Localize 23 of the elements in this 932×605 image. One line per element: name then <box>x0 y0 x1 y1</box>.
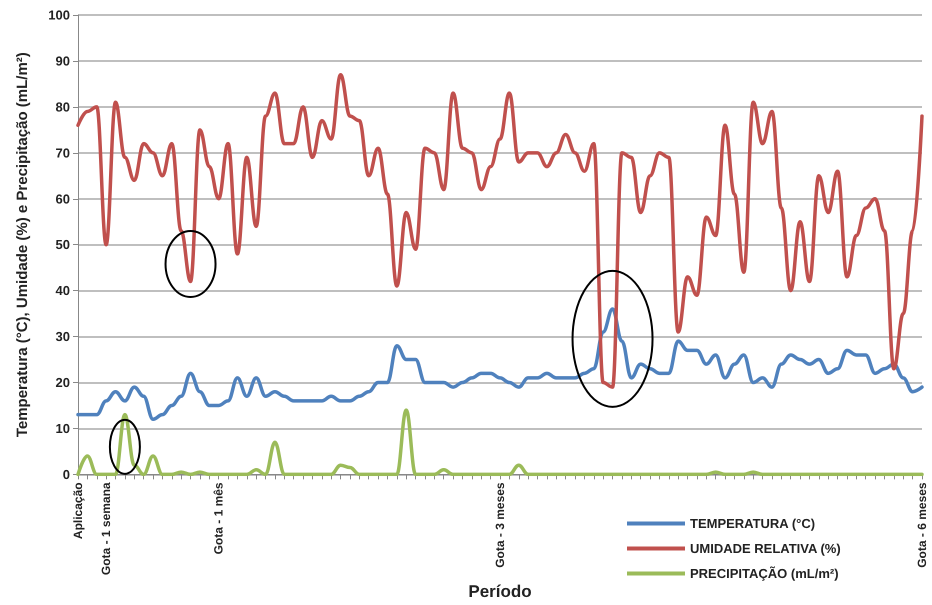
y-tick-label: 20 <box>56 375 70 390</box>
x-tick-label: Gota - 3 meses <box>493 482 507 568</box>
y-tick-label: 40 <box>56 283 70 298</box>
x-tick-label: Aplicação <box>71 482 85 540</box>
y-tick-label: 100 <box>48 8 70 22</box>
y-tick-label: 50 <box>56 237 70 252</box>
y-tick-label: 90 <box>56 53 70 68</box>
y-tick-label: 70 <box>56 145 70 160</box>
legend-label: TEMPERATURA (°C) <box>690 516 816 531</box>
legend-label: UMIDADE RELATIVA (%) <box>690 541 841 556</box>
line-series <box>76 307 924 422</box>
x-axis-title: Período <box>468 582 532 601</box>
line-series <box>76 72 924 389</box>
y-tick-label: 0 <box>62 466 70 482</box>
y-tick-label: 30 <box>56 329 70 344</box>
y-axis-title: Temperatura (°C), Umidade (%) e Precipitação (mL/m²) <box>14 52 31 438</box>
x-tick-label: Gota - 1 mês <box>212 482 226 554</box>
y-tick-label: 10 <box>56 420 70 436</box>
legend-label: PRECIPITAÇÃO (mL/m²) <box>690 566 839 581</box>
y-tick-label: 60 <box>56 191 70 206</box>
x-tick-label: Gota - 1 semana <box>99 482 114 576</box>
x-tick-label: Gota - 6 meses <box>915 482 929 568</box>
y-tick-label: 80 <box>56 99 70 114</box>
